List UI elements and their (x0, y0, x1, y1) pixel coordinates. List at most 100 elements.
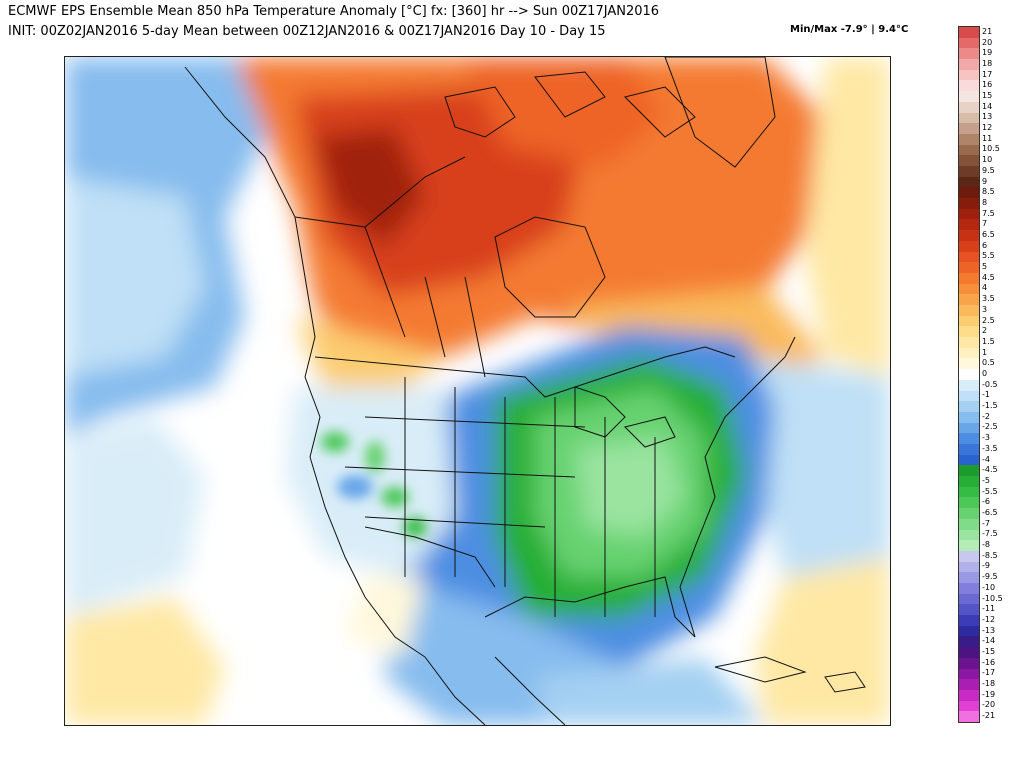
color-scale-cell (959, 550, 979, 563)
chart-title: ECMWF EPS Ensemble Mean 850 hPa Temperat… (8, 4, 660, 19)
color-scale-cell (959, 689, 979, 702)
color-scale-label: 2.5 (982, 315, 995, 325)
color-scale-cell (959, 433, 979, 445)
color-scale-label: -8 (982, 540, 990, 550)
color-scale-cell (959, 390, 979, 402)
color-scale-label: 5 (982, 262, 988, 272)
color-scale-label: -2 (982, 411, 990, 421)
color-scale-label: -3.5 (982, 443, 998, 453)
color-scale-cell (959, 294, 979, 306)
color-scale-label: 2 (982, 326, 988, 336)
color-scale-cell (959, 476, 979, 488)
color-scale-cell (959, 529, 979, 541)
color-scale-label: 9 (982, 176, 988, 186)
color-scale-cell (959, 615, 979, 627)
color-scale-cell (959, 518, 979, 531)
color-scale-label: -3 (982, 433, 990, 443)
color-scale-cell (959, 112, 979, 124)
color-scale-label: 8.5 (982, 187, 995, 197)
color-scale-cell (959, 27, 979, 39)
color-scale-label: -8.5 (982, 550, 998, 560)
color-scale-cell (959, 668, 979, 680)
color-scale-cell (959, 144, 979, 156)
color-scale-label: -12 (982, 614, 996, 624)
color-scale-cell (959, 80, 979, 92)
color-scale-cell (959, 187, 979, 199)
color-scale-label: -21 (982, 711, 996, 721)
color-scale-label: 3.5 (982, 294, 995, 304)
color-scale-label: 4.5 (982, 272, 995, 282)
color-scale-cell (959, 422, 979, 434)
min-max-label: Min/Max -7.9° | 9.4°C (790, 24, 909, 35)
color-scale-label: -13 (982, 625, 996, 635)
color-scale-label: 19 (982, 48, 993, 58)
color-scale-label: 21 (982, 26, 993, 36)
color-scale-cell (959, 369, 979, 381)
color-scale-label: -6.5 (982, 508, 998, 517)
color-scale-label: -11 (982, 604, 996, 614)
color-scale-label: -9.5 (982, 572, 998, 582)
color-scale-label: -15 (982, 647, 996, 656)
color-scale-cell (959, 486, 979, 498)
color-scale-cell (959, 347, 979, 359)
color-scale-label: -17 (982, 668, 996, 678)
color-scale-cell (959, 48, 979, 60)
color-scale-label: 8 (982, 197, 988, 207)
color-scale-label: 12 (982, 123, 993, 133)
color-scale-label: 15 (982, 91, 993, 100)
color-scale-label: 1 (982, 347, 988, 357)
color-scale-cell (959, 208, 979, 220)
color-scale-cell (959, 305, 979, 317)
temperature-anomaly-map (64, 56, 891, 726)
color-scale-label: 1.5 (982, 336, 995, 346)
color-scale-label: 4 (982, 283, 988, 293)
color-scale-cell (959, 411, 979, 424)
color-scale-cell (959, 59, 979, 71)
color-scale-label: 10.5 (982, 144, 1000, 154)
color-scale-cell (959, 166, 979, 178)
color-scale-label: 3 (982, 304, 988, 314)
western-cold-patches (321, 432, 427, 537)
color-scale-cell (959, 155, 979, 167)
color-scale-label: 13 (982, 112, 993, 122)
color-scale-cell (959, 711, 979, 723)
color-scale-cell (959, 337, 979, 349)
color-scale-label: 10 (982, 155, 993, 165)
color-scale-label: -10.5 (982, 593, 1003, 603)
color-scale-label: -1 (982, 390, 990, 400)
color-scale-cell (959, 69, 979, 81)
color-scale-label: -18 (982, 679, 996, 689)
color-scale-label: 17 (982, 69, 993, 79)
color-scale-label: -0.5 (982, 379, 998, 389)
color-scale-cell (959, 91, 979, 103)
color-scale-label: -4 (982, 454, 990, 464)
color-scale-cell (959, 583, 979, 595)
color-scale-cell (959, 133, 979, 146)
color-scale-cell (959, 540, 979, 552)
color-scale-cell (959, 230, 979, 242)
color-scale-cell (959, 636, 979, 648)
color-scale-cell (959, 465, 979, 477)
color-scale-label: -7 (982, 518, 990, 528)
color-scale-label: 18 (982, 58, 993, 68)
color-scale-cell (959, 593, 979, 605)
color-scale-label: 9.5 (982, 165, 995, 175)
color-scale-cell (959, 497, 979, 509)
color-scale-cell (959, 379, 979, 392)
color-scale-bar (958, 26, 980, 723)
color-scale-cell (959, 401, 979, 413)
color-scale-label: -1.5 (982, 401, 998, 411)
color-scale-cell (959, 657, 979, 670)
color-scale-label: 6 (982, 240, 988, 250)
color-scale-cell (959, 315, 979, 327)
color-scale-cell (959, 123, 979, 135)
color-scale-cell (959, 604, 979, 616)
color-scale-label: 11 (982, 133, 993, 143)
color-scale-label: -10 (982, 582, 996, 592)
color-scale-cell (959, 358, 979, 370)
color-scale-cell (959, 508, 979, 520)
color-scale-cell (959, 101, 979, 114)
color-scale-cell (959, 572, 979, 584)
color-scale-cell (959, 700, 979, 712)
color-scale-label: 16 (982, 80, 993, 90)
